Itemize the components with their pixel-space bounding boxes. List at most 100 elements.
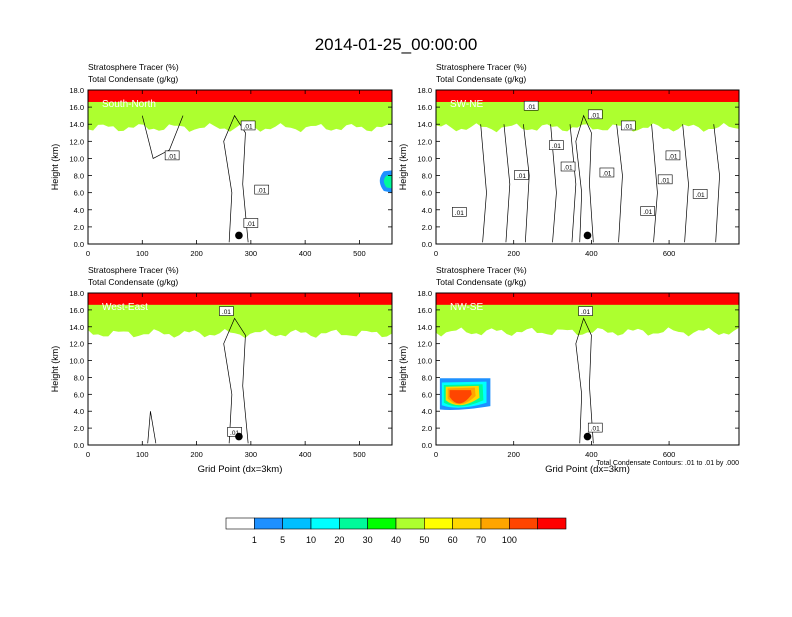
panel-subtitle-condensate: Total Condensate (g/kg): [436, 74, 526, 84]
plot-frame: [87, 292, 393, 446]
contour-label: .01: [564, 165, 573, 172]
y-tick-label: 2.0: [74, 424, 84, 433]
tracer-band-top: [88, 293, 392, 305]
y-tick-label: 6.0: [422, 390, 432, 399]
colorbar-swatch: [225, 517, 255, 530]
contour-label: .01: [455, 210, 464, 217]
y-tick-label: 4.0: [74, 206, 84, 215]
condensate-contour: [569, 124, 577, 243]
colorbar-swatch: [367, 517, 397, 530]
location-marker: [235, 432, 243, 441]
y-tick-label: 0.0: [422, 240, 432, 249]
panel-subtitle-tracer: Stratosphere Tracer (%): [88, 62, 179, 72]
contour-label-box: [240, 120, 256, 131]
y-tick-label: 4.0: [422, 206, 432, 215]
contour-label-box: [164, 150, 180, 161]
plot-area: .01 .01: [436, 293, 739, 444]
x-tick-label: 500: [353, 450, 366, 459]
contour-label-box: [227, 427, 242, 437]
x-tick-label: 200: [507, 249, 520, 258]
colorbar-swatch: [452, 517, 482, 530]
contour-label: .01: [643, 209, 652, 216]
panel-label: South-North: [102, 99, 156, 110]
tracer-blob: [383, 174, 392, 189]
y-tick-label: 2.0: [422, 424, 432, 433]
plot-frame: [435, 292, 740, 446]
contour-label: .01: [591, 112, 600, 119]
x-tick-label: 0: [434, 249, 438, 258]
colorbar-tick-label: 50: [419, 535, 429, 545]
y-tick-label: 0.0: [422, 441, 432, 450]
contour-label-box: [523, 100, 539, 111]
contour-label: .01: [527, 104, 536, 111]
contour-label-box: [587, 109, 603, 120]
tracer-band-top: [88, 90, 392, 102]
y-tick-label: 16.0: [417, 103, 432, 112]
condensate-contour: [575, 317, 594, 444]
x-tick-label: 400: [585, 450, 598, 459]
figure-title: 2014-01-25_00:00:00: [315, 35, 478, 54]
y-axis-label: Height (km): [398, 346, 408, 393]
y-tick-label: 10.0: [417, 154, 432, 163]
y-tick-label: 0.0: [74, 240, 84, 249]
contour-label: .01: [222, 309, 231, 316]
y-tick-label: 16.0: [69, 103, 84, 112]
contour-label-box: [219, 306, 234, 316]
y-tick-label: 6.0: [74, 390, 84, 399]
contour-label-box: [452, 207, 467, 217]
condensate-contour: [503, 124, 511, 243]
tracer-band-top: [436, 90, 739, 102]
contour-label-box: [560, 161, 576, 172]
colorbar-tick-label: 10: [306, 535, 316, 545]
condensate-contour: [651, 124, 658, 243]
contour-note: Total Condensate Contours: .01 to .01 by…: [596, 460, 739, 467]
contour-label-box: [665, 150, 681, 161]
y-tick-label: 8.0: [74, 172, 84, 181]
colorbar-swatch: [509, 517, 538, 530]
x-tick-label: 100: [136, 450, 149, 459]
plot-area: .01 .01: [88, 293, 392, 444]
contour-label-box: [514, 170, 529, 180]
location-marker: [583, 432, 592, 441]
x-axis-label: Grid Point (dx=3km): [545, 464, 630, 475]
x-tick-label: 300: [245, 249, 258, 258]
panel-nw-se: Stratosphere Tracer (%) Total Condensate …: [398, 265, 740, 475]
contour-label: .01: [696, 192, 705, 199]
panel-subtitle-tracer: Stratosphere Tracer (%): [88, 265, 179, 275]
location-marker: [235, 231, 243, 240]
x-tick-label: 600: [663, 450, 676, 459]
contour-label: .01: [244, 123, 253, 130]
x-tick-label: 200: [190, 249, 203, 258]
x-axis-label: Grid Point (dx=3km): [198, 464, 283, 475]
y-tick-label: 6.0: [422, 189, 432, 198]
x-tick-label: 600: [663, 249, 676, 258]
y-tick-label: 8.0: [74, 373, 84, 382]
panel-south-north: Stratosphere Tracer (%) Total Condensate …: [50, 62, 393, 258]
x-tick-label: 0: [86, 450, 90, 459]
contour-label-box: [549, 140, 564, 150]
y-tick-label: 12.0: [69, 137, 84, 146]
panel-label: SW-NE: [450, 99, 483, 110]
y-tick-label: 14.0: [69, 323, 84, 332]
colorbar-swatch: [310, 517, 340, 530]
colorbar-tick-label: 1: [252, 535, 257, 545]
y-tick-label: 14.0: [69, 120, 84, 129]
y-axis-label: Height (km): [398, 144, 408, 191]
panel-west-east: Stratosphere Tracer (%) Total Condensate …: [50, 265, 393, 475]
condensate-contour: [223, 114, 249, 243]
y-tick-label: 2.0: [74, 223, 84, 232]
panel-subtitle-condensate: Total Condensate (g/kg): [88, 74, 178, 84]
x-tick-label: 100: [136, 249, 149, 258]
y-tick-label: 18.0: [417, 289, 432, 298]
contour-label-box: [620, 120, 636, 131]
colorbar-swatch: [339, 517, 368, 530]
y-tick-label: 12.0: [417, 340, 432, 349]
contour-label: .01: [257, 188, 266, 195]
colorbar: 1 5 10 20 30 40 50 60 70 100: [225, 517, 567, 545]
panel-subtitle-tracer: Stratosphere Tracer (%): [436, 265, 527, 275]
panel-sw-ne: Stratosphere Tracer (%) Total Condensate …: [398, 62, 740, 258]
y-tick-label: 10.0: [69, 357, 84, 366]
contour-label: .01: [517, 173, 526, 180]
y-axis-label: Height (km): [50, 144, 60, 191]
x-tick-label: 200: [507, 450, 520, 459]
